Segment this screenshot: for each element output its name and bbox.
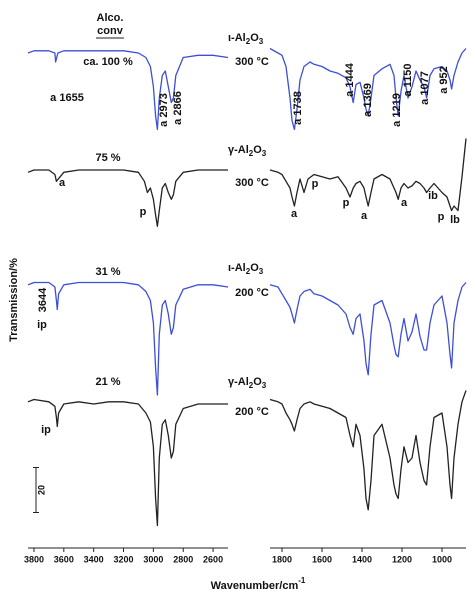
header-line: conv (97, 25, 124, 37)
spectrum-line (269, 47, 467, 131)
conversion-label: 21 % (95, 376, 120, 388)
peak-label: a 2973 (158, 93, 170, 127)
temperature-label: 300 °C (235, 56, 269, 68)
header-line: Alco. (97, 12, 124, 24)
peak-label: p (343, 197, 350, 209)
spectrum-line (27, 398, 228, 527)
conversion-label: 31 % (95, 266, 120, 278)
spectrum-line (27, 50, 229, 131)
spectrum-line (269, 138, 467, 212)
catalyst-subscript: 3 (259, 267, 264, 276)
temperature-label: 200 °C (235, 287, 269, 299)
peak-label: a (59, 177, 66, 189)
peak-label: a (291, 208, 298, 220)
catalyst-text: O (253, 376, 262, 388)
peak-label: a 1077 (419, 71, 431, 105)
scale-bar-label: 20 (36, 485, 46, 495)
peak-label: a 1219 (391, 93, 403, 127)
x-tick-label: 3000 (143, 554, 163, 564)
peak-label: a 2866 (172, 91, 184, 125)
x-tick-label: 1600 (312, 554, 332, 564)
catalyst-subscript: 2 (246, 267, 251, 276)
temperature-label: 200 °C (235, 406, 269, 418)
catalyst-text: ι-Al (228, 262, 246, 274)
catalyst-subscript: 3 (259, 37, 264, 46)
spectrum-line (269, 390, 467, 511)
x-tick-label: 1400 (352, 554, 372, 564)
peak-label: 3644 (37, 287, 49, 312)
catalyst-text: O (250, 262, 259, 274)
peak-label: p (312, 178, 319, 190)
catalyst-subscript: 2 (249, 149, 254, 158)
catalyst-label: γ-Al2O3 (228, 376, 267, 390)
temperature-label: 300 °C (235, 177, 269, 189)
catalyst-label: γ-Al2O3 (228, 144, 267, 158)
peak-label: a (361, 210, 368, 222)
x-tick-label: 3400 (84, 554, 104, 564)
catalyst-subscript: 3 (262, 149, 267, 158)
peak-label: a 1150 (402, 63, 414, 96)
peak-label: p (438, 211, 445, 223)
catalyst-label: ι-Al2O3 (228, 32, 264, 46)
peak-label: a 1738 (292, 91, 304, 125)
peak-label: a 1369 (362, 83, 374, 117)
conversion-label: 75 % (95, 152, 120, 164)
catalyst-subscript: 3 (262, 381, 267, 390)
peak-label: a 1655 (50, 92, 84, 104)
catalyst-text: O (250, 32, 259, 44)
x-tick-label: 3800 (24, 554, 44, 564)
x-tick-label: 1000 (432, 554, 452, 564)
x-tick-label: 3600 (54, 554, 74, 564)
x-axis-label-main: Wavenumber/cm (211, 580, 299, 592)
peak-label: ib (428, 190, 438, 202)
catalyst-label: ι-Al2O3 (228, 262, 264, 276)
peak-label: a (401, 197, 408, 209)
peak-label: p (140, 206, 147, 218)
peak-label: ip (41, 424, 51, 436)
spectrum-line (269, 282, 467, 376)
catalyst-text: O (253, 144, 262, 156)
spectrum-line (27, 169, 228, 227)
peak-label: lb (450, 214, 460, 226)
peak-label: a 952 (438, 66, 450, 94)
y-axis-label: Transmission/% (8, 258, 20, 342)
catalyst-text: γ-Al (228, 376, 249, 388)
x-tick-label: 1200 (392, 554, 412, 564)
x-axis-label-exponent: -1 (298, 576, 306, 585)
x-tick-label: 2600 (203, 554, 223, 564)
spectrum-line (27, 281, 229, 396)
peak-label: ip (37, 319, 47, 331)
x-tick-label: 1800 (272, 554, 292, 564)
peak-label: a 1444 (344, 62, 356, 97)
catalyst-text: γ-Al (228, 144, 249, 156)
catalyst-subscript: 2 (249, 381, 254, 390)
x-axis-label: Wavenumber/cm-1 (211, 576, 306, 592)
catalyst-subscript: 2 (246, 37, 251, 46)
x-tick-label: 3200 (114, 554, 134, 564)
catalyst-text: ι-Al (228, 32, 246, 44)
x-tick-label: 2800 (173, 554, 193, 564)
conversion-label: ca. 100 % (83, 56, 133, 68)
